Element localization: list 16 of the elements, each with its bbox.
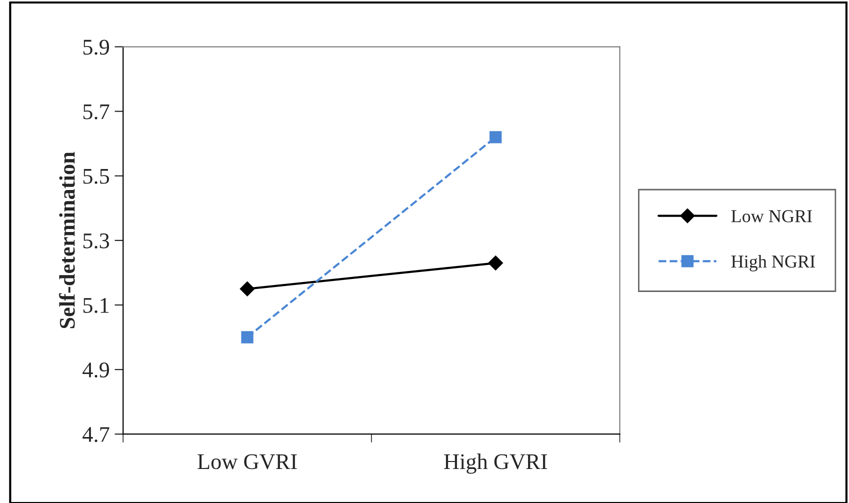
y-axis-title: Self-determination [58, 152, 75, 328]
y-tick-label: 5.3 [83, 233, 110, 248]
point [490, 131, 502, 144]
x-tick-label: High GVRI [444, 454, 547, 474]
y-tick-label: 4.9 [82, 362, 109, 378]
y-tick-label: 5.1 [83, 298, 109, 314]
point [241, 331, 254, 344]
x-tick-label: Low GVRI [198, 454, 297, 470]
y-tick-label: 5.5 [83, 169, 110, 184]
y-tick-label: 5.9 [83, 40, 109, 55]
legend-label: High NGRI [731, 254, 815, 272]
y-tick-label: 5.7 [83, 104, 110, 120]
legend-label: Low NGRI [731, 210, 812, 222]
point [488, 256, 503, 270]
point [240, 281, 255, 296]
y-tick-label: 4.7 [82, 427, 110, 442]
